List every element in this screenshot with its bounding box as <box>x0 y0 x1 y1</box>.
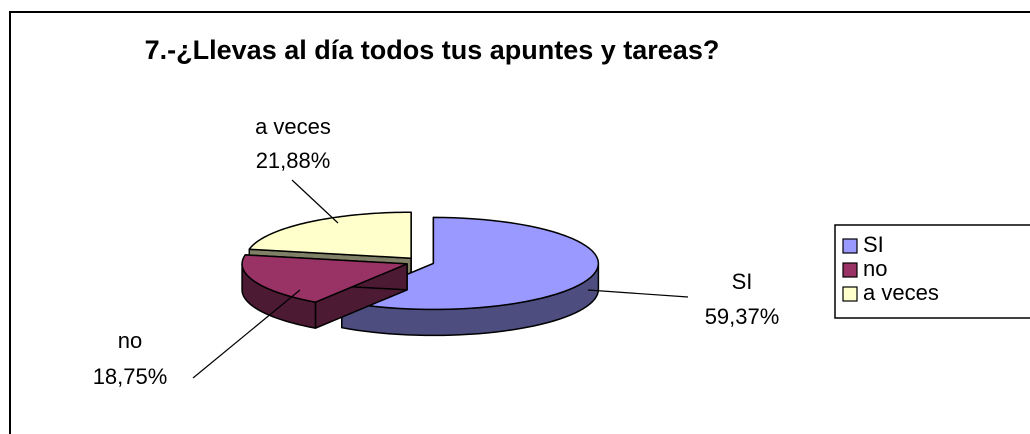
legend-label: SI <box>863 232 884 257</box>
leader-line <box>192 289 301 379</box>
chart-title: 7.-¿Llevas al día todos tus apuntes y ta… <box>145 35 720 65</box>
leader-line <box>587 289 689 298</box>
legend-box <box>834 224 1030 319</box>
chart-border <box>9 11 1030 434</box>
data-label-name: no <box>118 328 142 353</box>
legend-label: no <box>863 256 887 281</box>
slice <box>248 211 412 259</box>
legend-swatch <box>842 238 858 254</box>
data-label: 18,75% <box>93 364 168 389</box>
legend-label: a veces <box>863 280 939 305</box>
leader-line <box>291 179 339 224</box>
legend-swatch <box>842 286 858 302</box>
data-label: 21,88% <box>256 148 331 173</box>
data-label-name: a veces <box>255 114 331 139</box>
data-label: 59,37% <box>705 304 780 329</box>
legend-swatch <box>842 262 858 278</box>
data-label-name: SI <box>732 269 753 294</box>
